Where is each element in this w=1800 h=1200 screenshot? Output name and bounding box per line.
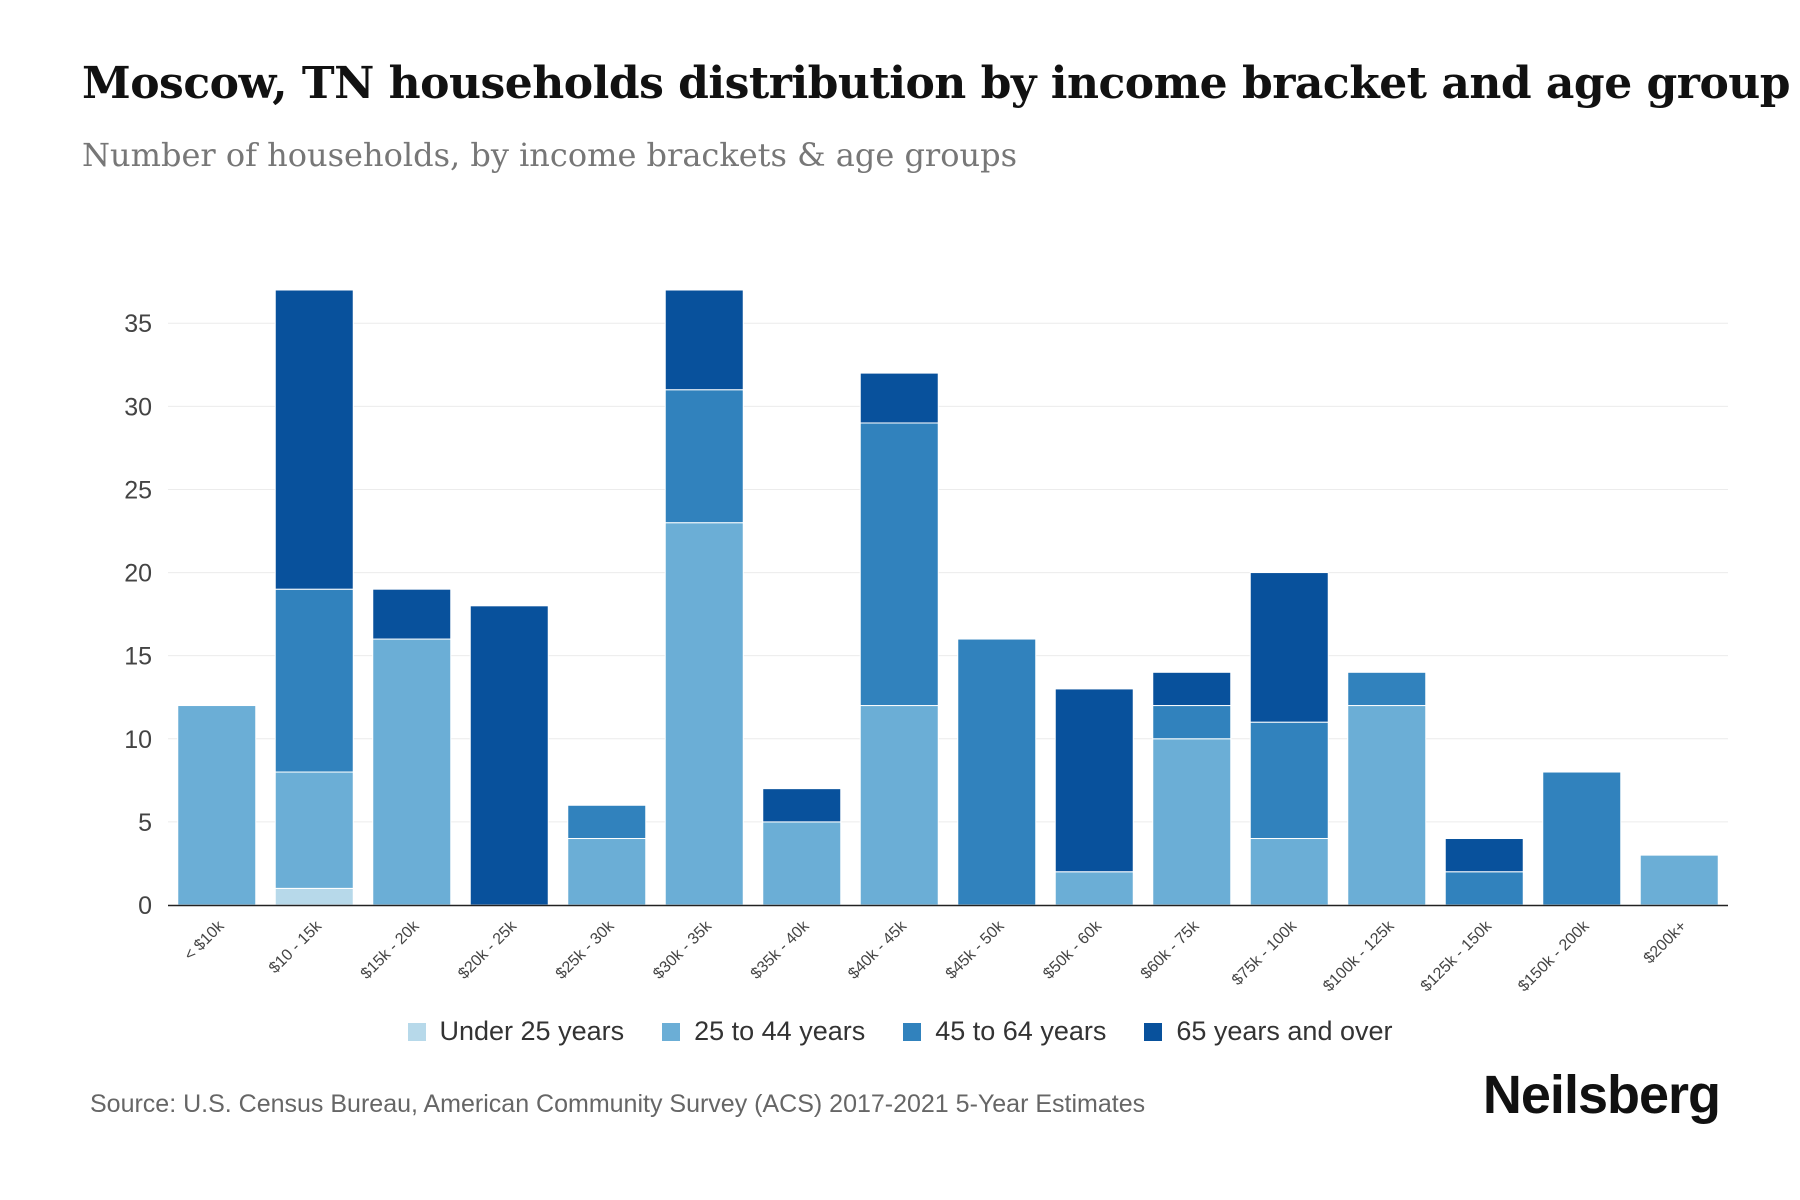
legend-swatch — [903, 1022, 922, 1041]
source-note: Source: U.S. Census Bureau, American Com… — [90, 1090, 1146, 1118]
legend-swatch — [662, 1022, 681, 1041]
legend-label: 65 years and over — [1176, 1016, 1393, 1046]
chart-subtitle: Number of households, by income brackets… — [82, 136, 1017, 174]
legend-label: 25 to 44 years — [694, 1016, 866, 1046]
bar-segment — [469, 605, 549, 906]
legend-swatch — [407, 1022, 426, 1041]
x-tick-label: $30k - 35k — [650, 917, 716, 983]
legend-item: 25 to 44 years — [662, 1016, 865, 1047]
bar-segment — [1444, 838, 1524, 873]
bar-segment — [372, 638, 452, 906]
y-tick-label: 10 — [124, 726, 152, 754]
x-tick-label: $20k - 25k — [455, 917, 521, 983]
x-axis-ticks: < $10k $10 - 15k $15k - 20k $20k - 25k $25k … — [181, 917, 1690, 995]
bar-segment — [1347, 705, 1427, 906]
bar-segment — [1444, 871, 1524, 906]
x-tick-label: $125k - 150k — [1418, 917, 1496, 995]
x-tick-label: $75k - 100k — [1229, 917, 1301, 989]
bar-segment — [859, 705, 939, 906]
bar-segment — [1152, 705, 1232, 740]
bars — [177, 289, 1719, 906]
bar-segment — [1249, 572, 1329, 723]
bar-segment — [1152, 671, 1232, 707]
bar-segment — [1347, 671, 1427, 707]
bar-segment — [1249, 721, 1329, 840]
bar-segment — [957, 638, 1037, 906]
x-tick-label: $45k - 50k — [943, 917, 1009, 983]
y-tick-label: 0 — [138, 892, 152, 920]
bar-segment — [567, 838, 647, 906]
bar-segment — [664, 289, 744, 391]
x-tick-label: $100k - 125k — [1320, 917, 1398, 995]
y-tick-label: 25 — [124, 476, 152, 504]
y-tick-label: 35 — [124, 310, 152, 338]
y-tick-label: 5 — [138, 809, 152, 837]
brand-logo: Neilsberg — [1482, 1065, 1721, 1125]
bar-segment — [177, 705, 257, 906]
x-tick-label: < $10k — [181, 917, 228, 964]
bar-segment — [1152, 738, 1232, 906]
y-tick-label: 30 — [124, 393, 152, 421]
x-tick-label: $200k+ — [1641, 918, 1690, 967]
bar-segment — [1639, 854, 1719, 906]
legend-item: 45 to 64 years — [903, 1016, 1106, 1047]
legend-swatch — [1144, 1022, 1163, 1041]
legend-label: 45 to 64 years — [935, 1016, 1107, 1046]
x-tick-label: $25k - 30k — [553, 917, 619, 983]
bar-segment — [1249, 838, 1329, 906]
bar-segment — [274, 771, 354, 889]
y-tick-label: 15 — [124, 643, 152, 671]
x-tick-label: $15k - 20k — [358, 917, 424, 983]
x-tick-label: $60k - 75k — [1138, 917, 1204, 983]
bar-segment — [1542, 771, 1622, 906]
bar-segment — [859, 422, 939, 707]
bar-segment — [1054, 871, 1134, 906]
bar-segment — [762, 788, 842, 823]
bar-segment — [567, 804, 647, 840]
legend: Under 25 years 25 to 44 years 45 to 64 yea… — [0, 1016, 1800, 1047]
legend-label: Under 25 years — [439, 1016, 625, 1046]
x-tick-label: $35k - 40k — [748, 917, 814, 983]
legend-item: 65 years and over — [1144, 1016, 1393, 1047]
bar-segment — [274, 887, 354, 906]
bar-segment — [1054, 688, 1134, 873]
x-tick-label: $50k - 60k — [1040, 917, 1106, 983]
y-axis-ticks: 0 5 10 15 20 25 30 35 — [124, 310, 152, 920]
x-tick-label: $40k - 45k — [845, 917, 911, 983]
bar-segment — [762, 821, 842, 906]
bar-segment — [274, 289, 354, 590]
bar-segment — [664, 389, 744, 524]
y-tick-label: 20 — [124, 560, 152, 588]
chart-title: Moscow, TN households distribution by in… — [82, 58, 1791, 109]
x-tick-label: $150k - 200k — [1515, 917, 1593, 995]
bar-segment — [859, 372, 939, 424]
bar-segment — [372, 588, 452, 640]
bar-segment — [664, 522, 744, 906]
x-tick-label: $10 - 15k — [266, 917, 326, 977]
bar-segment — [274, 588, 354, 773]
legend-item: Under 25 years — [407, 1016, 625, 1047]
